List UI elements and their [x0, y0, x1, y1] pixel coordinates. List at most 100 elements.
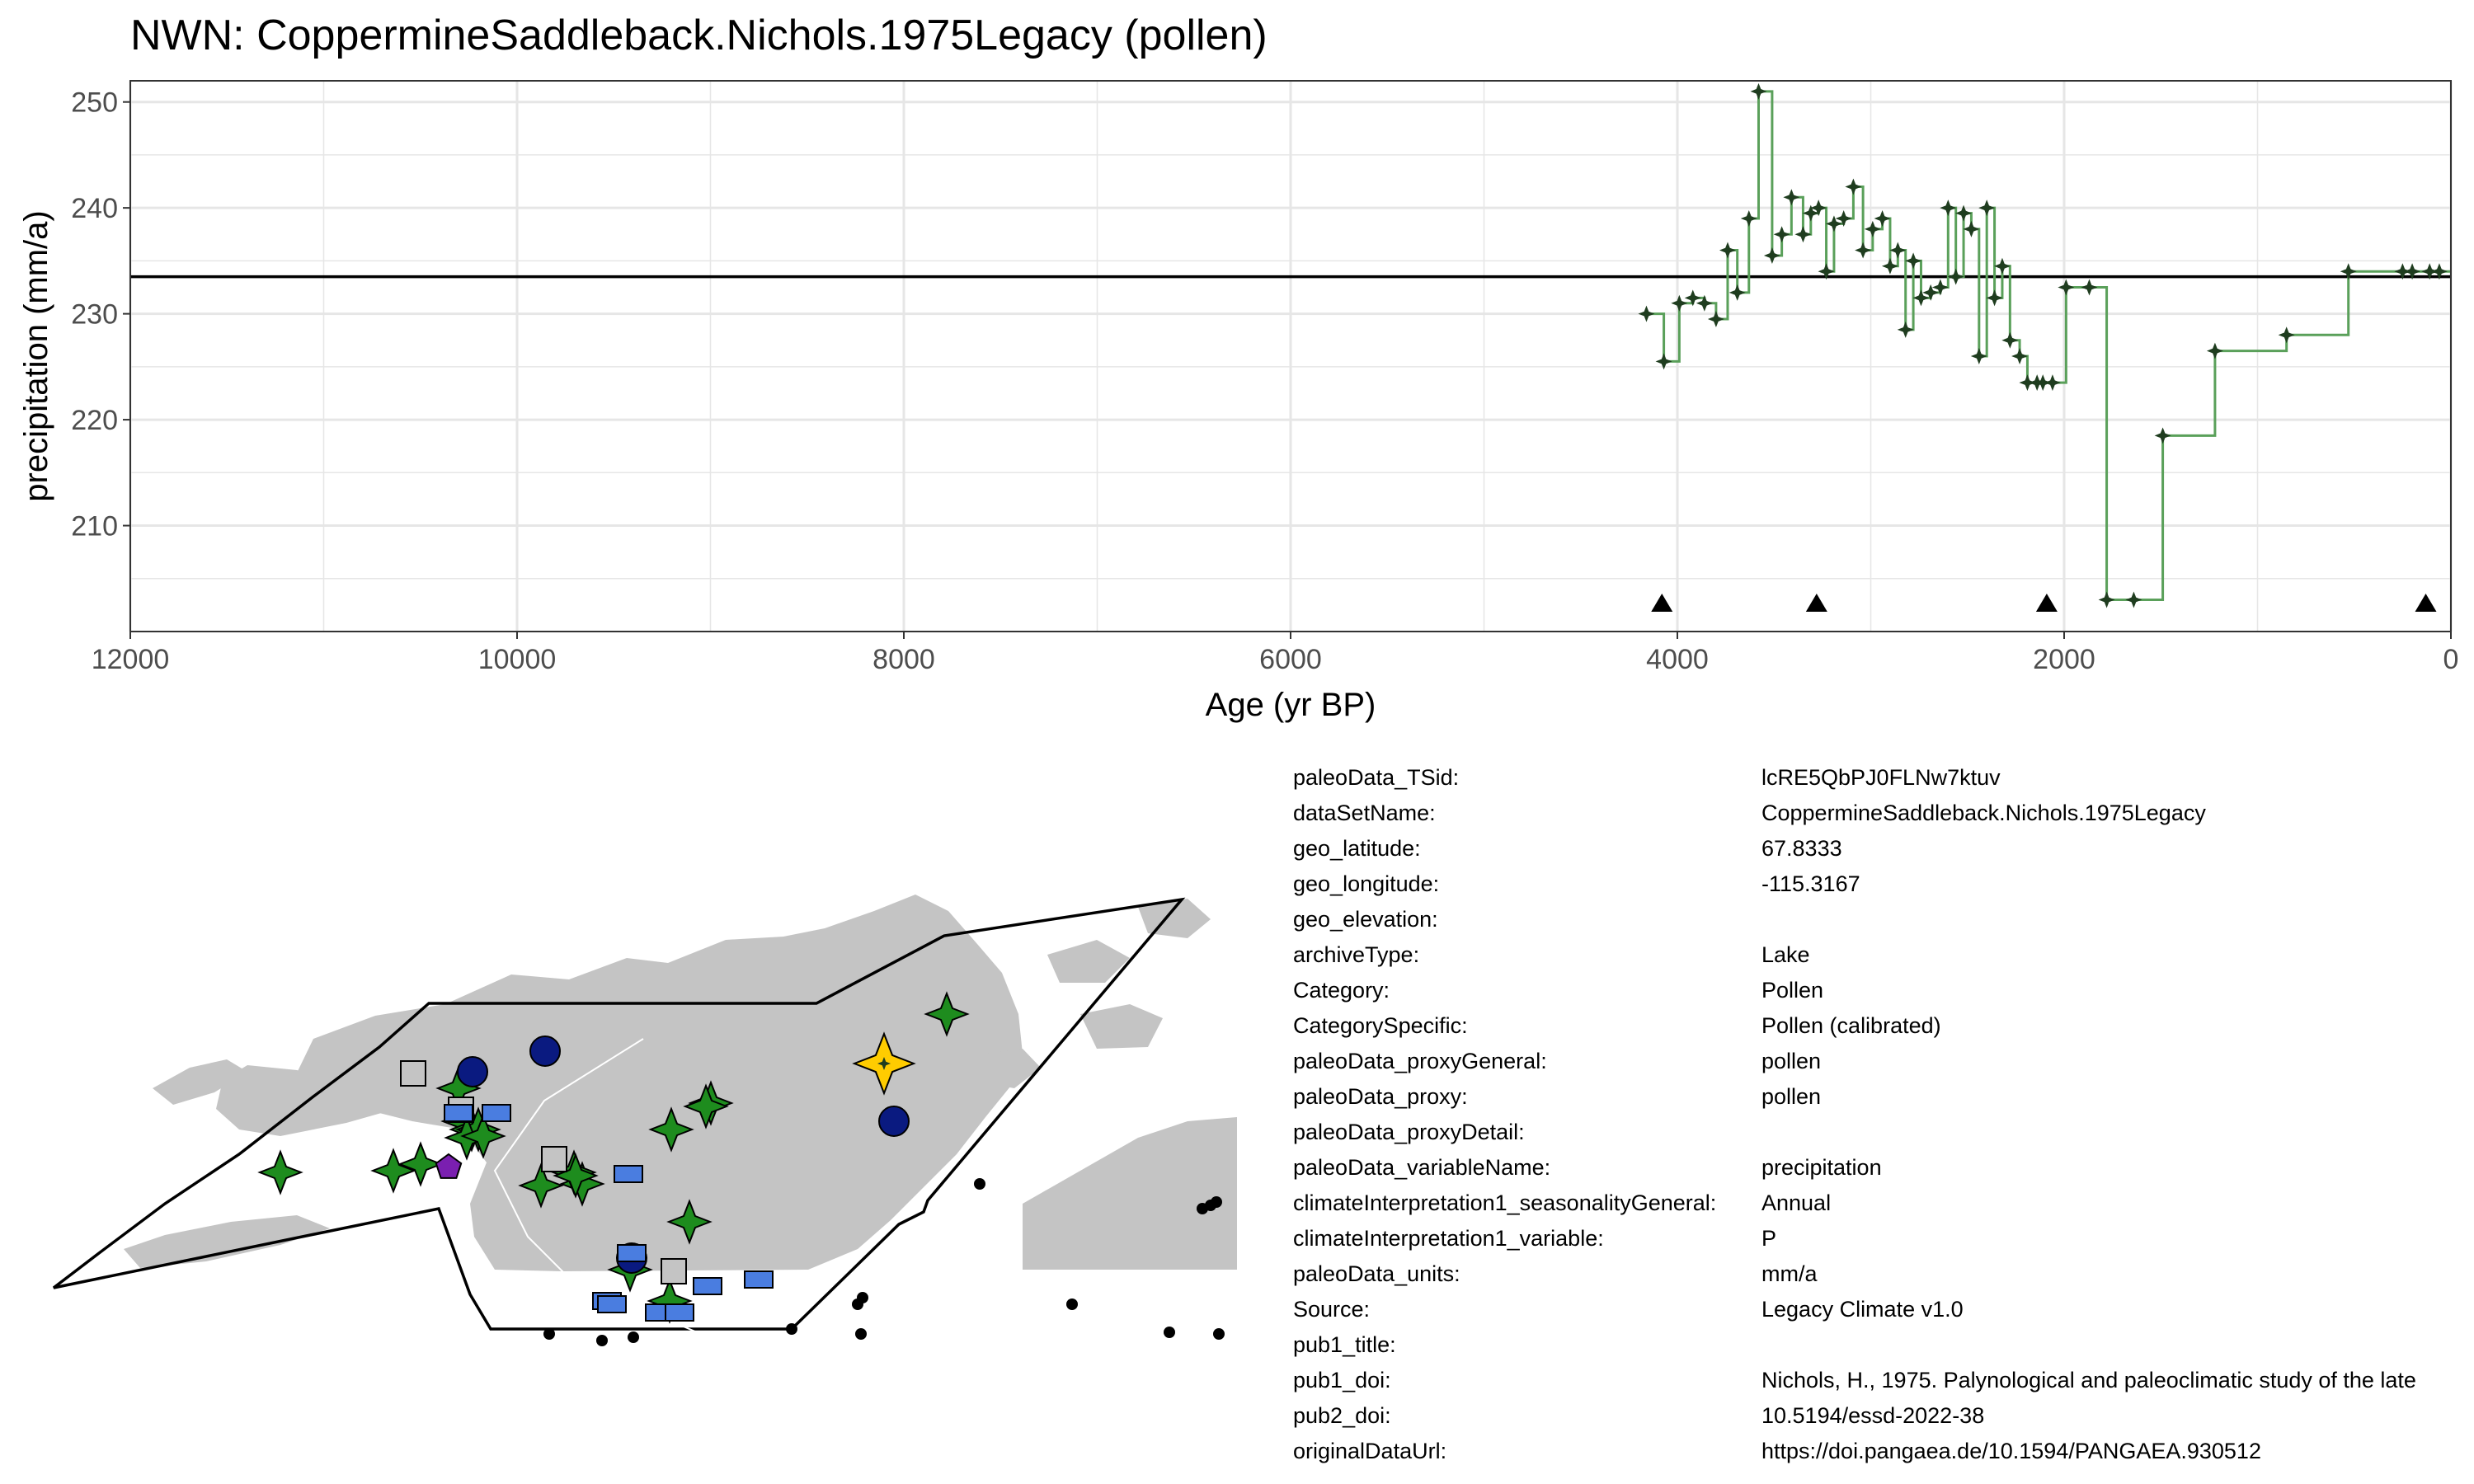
- data-point: [1889, 242, 1907, 259]
- star-site: [648, 1106, 694, 1153]
- data-point: [1993, 257, 2011, 275]
- x-tick-label: 8000: [872, 644, 935, 675]
- data-point: [1655, 353, 1672, 370]
- data-point: [1818, 263, 1835, 280]
- metadata-value: 67.8333: [1761, 836, 1842, 861]
- data-point: [1740, 210, 1757, 227]
- star-site: [924, 991, 970, 1037]
- external-site-dot: [1164, 1327, 1175, 1338]
- external-site-dot: [596, 1335, 608, 1346]
- data-point: [1881, 257, 1898, 275]
- y-tick-label: 240: [71, 193, 118, 224]
- data-point: [1825, 215, 1842, 232]
- data-point: [1835, 210, 1852, 227]
- sites-in-region: [257, 991, 970, 1324]
- land-main: [289, 895, 1023, 1271]
- data-point: [2019, 374, 2036, 392]
- land-island-5: [973, 1049, 1041, 1088]
- metadata-key: CategorySpecific:: [1293, 1013, 1468, 1038]
- data-point: [2154, 427, 2171, 444]
- chart-title: NWN: CoppermineSaddleback.Nichols.1975Le…: [130, 12, 1268, 59]
- metadata-key: Source:: [1293, 1297, 1371, 1322]
- y-tick-label: 220: [71, 405, 118, 436]
- age-control-triangle: [2035, 594, 2058, 612]
- data-point: [1696, 294, 1713, 312]
- rect-site: [482, 1104, 511, 1122]
- circle-site: [457, 1056, 488, 1087]
- data-point: [1750, 82, 1767, 100]
- age-control-triangle: [2415, 594, 2437, 612]
- precipitation-chart: 12000 10000 8000 6000 4000 2000 0 210 220 230 240 2…: [18, 80, 2458, 723]
- data-point: [2340, 263, 2357, 280]
- axis-layer: 12000 10000 8000 6000 4000 2000 0 210 220 230 240 2…: [71, 87, 2458, 675]
- external-site-dot: [857, 1292, 868, 1303]
- circle-site: [529, 1036, 561, 1067]
- metadata-value: Annual: [1761, 1190, 1832, 1215]
- metadata-key: paleoData_TSid:: [1293, 765, 1460, 790]
- y-tick-label: 250: [71, 87, 118, 119]
- metadata-key: paleoData_units:: [1293, 1261, 1460, 1286]
- square-site: [400, 1060, 426, 1087]
- rect-site: [617, 1244, 647, 1262]
- region-outline: [52, 897, 1186, 1331]
- data-point: [2011, 348, 2029, 364]
- metadata-table: paleoData_TSid: lcRE5QbPJ0FLNw7ktuv dataSe…: [1293, 760, 2474, 1484]
- age-control-triangle: [1805, 594, 1827, 612]
- square-site: [661, 1258, 687, 1284]
- data-point: [2278, 326, 2295, 344]
- metadata-value: lcRE5QbPJ0FLNw7ktuv: [1761, 765, 2001, 790]
- grid: [129, 81, 2453, 632]
- star-site: [666, 1199, 713, 1245]
- data-point: [1897, 321, 1914, 338]
- metadata-key: archiveType:: [1293, 942, 1420, 967]
- data-point: [1763, 247, 1780, 264]
- series-layer: [1638, 82, 2451, 608]
- star-site: [257, 1149, 303, 1195]
- data-point: [2058, 279, 2075, 296]
- metadata-value: 10.5194/essd-2022-38: [1761, 1403, 1985, 1428]
- region-boundary: [52, 897, 1186, 1335]
- data-point: [2098, 591, 2115, 608]
- data-point: [1719, 242, 1736, 259]
- data-point: [2034, 374, 2052, 392]
- x-tick-label: 10000: [478, 644, 557, 675]
- land-east: [1023, 1117, 1237, 1270]
- metadata-key: pub1_doi:: [1293, 1368, 1391, 1392]
- y-tick-label: 230: [71, 299, 118, 331]
- star-site: [370, 1148, 416, 1194]
- land-island-2: [1047, 940, 1130, 983]
- data-point: [2430, 263, 2448, 280]
- external-site-dot: [1213, 1328, 1225, 1340]
- metadata-value: Nichols, H., 1975. Palynological and pal…: [1761, 1368, 2416, 1392]
- data-point: [1955, 204, 1973, 222]
- external-site-dot: [543, 1328, 555, 1340]
- data-point: [2001, 331, 2019, 349]
- y-tick-label: 210: [71, 511, 118, 542]
- metadata-key: geo_latitude:: [1293, 836, 1421, 861]
- data-point: [2404, 263, 2421, 280]
- data-point: [1783, 189, 1800, 206]
- pentagon-site: [435, 1153, 463, 1179]
- y-axis-label: precipitation (mm/a): [18, 210, 54, 501]
- metadata-value: pollen: [1761, 1049, 1822, 1073]
- data-point: [1978, 200, 1996, 217]
- external-sites: [543, 1178, 1225, 1346]
- internal-border: [493, 1038, 920, 1335]
- circle-site: [878, 1106, 910, 1137]
- data-point: [1671, 294, 1688, 312]
- external-site-dot: [1066, 1298, 1078, 1310]
- triangle-marker-layer: [1651, 594, 2437, 612]
- land-northwest: [153, 1059, 247, 1105]
- star-site: [460, 1113, 506, 1159]
- data-point: [2394, 263, 2411, 280]
- metadata-key: climateInterpretation1_seasonalityGenera…: [1293, 1190, 1717, 1215]
- data-point: [1970, 348, 1987, 364]
- external-site-dot: [855, 1328, 867, 1340]
- metadata-value: Pollen (calibrated): [1761, 1013, 1941, 1038]
- data-point: [1845, 178, 1862, 195]
- land-masses: [124, 895, 1237, 1271]
- data-point: [1794, 226, 1812, 243]
- metadata-key: paleoData_variableName:: [1293, 1155, 1551, 1180]
- metadata-key: originalDataUrl:: [1293, 1439, 1447, 1463]
- external-site-dot: [1211, 1196, 1222, 1208]
